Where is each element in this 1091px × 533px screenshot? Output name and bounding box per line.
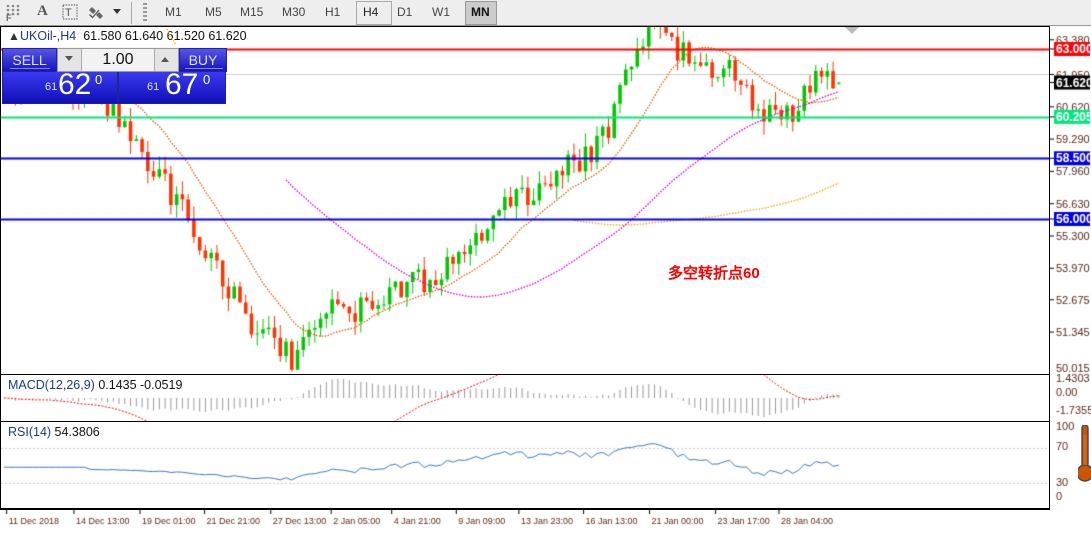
svg-text:T: T [65, 7, 72, 19]
